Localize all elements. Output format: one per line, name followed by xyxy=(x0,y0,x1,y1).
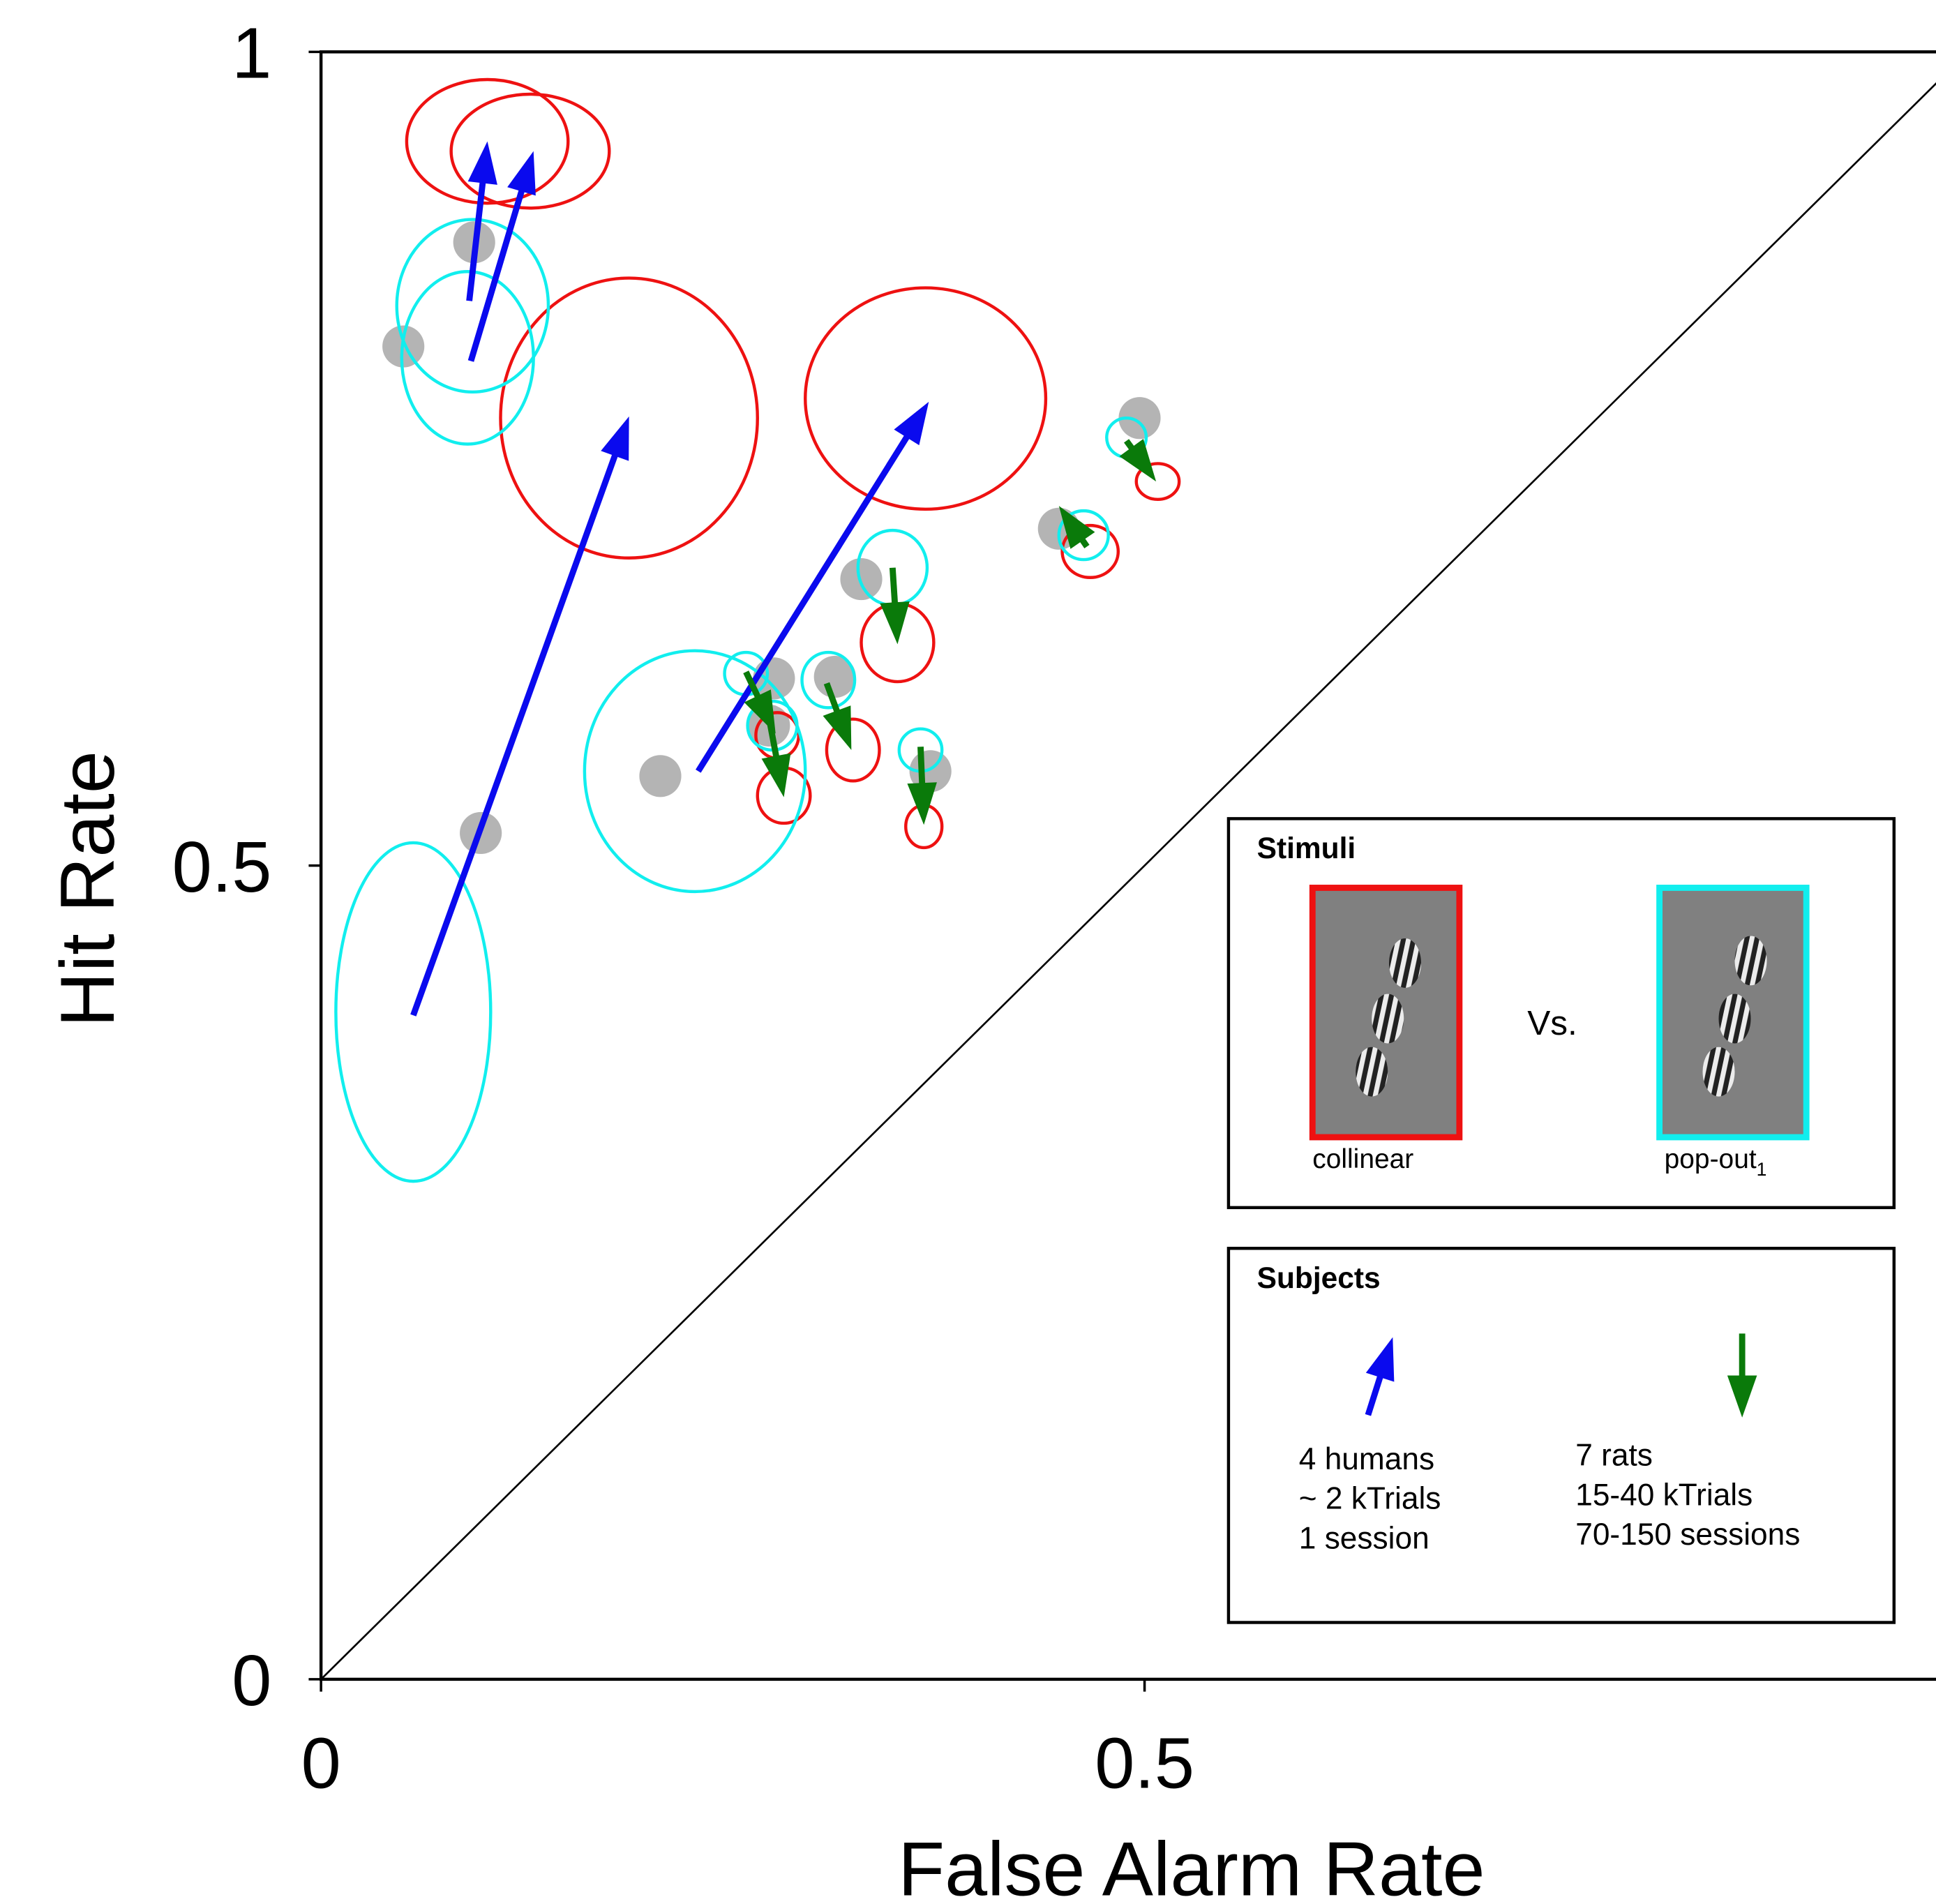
versus-label: Vs. xyxy=(1527,1003,1577,1042)
arrow-shaft xyxy=(743,670,763,702)
y-tick-label: 1 xyxy=(232,13,271,93)
condition-ellipse xyxy=(400,270,535,446)
condition-ellipse xyxy=(449,92,611,210)
arrow xyxy=(467,151,536,362)
x-tick-label: 0 xyxy=(301,1723,341,1804)
arrow-head xyxy=(601,416,629,461)
diagonal xyxy=(320,82,1936,1680)
arrow-head xyxy=(1727,1375,1757,1418)
arrow xyxy=(1727,1333,1757,1418)
arrow-shaft xyxy=(889,567,899,608)
arrow-shaft xyxy=(764,708,781,762)
condition-label: pop-out1 xyxy=(1665,1144,1767,1180)
arrow-head xyxy=(507,151,536,196)
arrow-shaft xyxy=(410,450,620,1017)
arrow-shaft xyxy=(696,431,912,773)
inset-box xyxy=(1226,1247,1896,1624)
arrow-head xyxy=(1365,1337,1395,1382)
arrow xyxy=(823,682,852,751)
arrow xyxy=(410,416,629,1017)
stimuli-inset: Stimuli Vs. collinear pop-out1 xyxy=(1226,817,1896,1210)
condition-ellipse xyxy=(804,286,1048,511)
subjects-inset: Subjects 4 humans ~ 2 kTrials 1 session 7 r… xyxy=(1226,1247,1896,1624)
condition-ellipse xyxy=(800,650,857,710)
x-axis-label: False Alarm Rate xyxy=(898,1827,1485,1904)
point xyxy=(840,557,883,601)
condition-label-text: pop-out xyxy=(1665,1144,1757,1174)
condition-subscript: 1 xyxy=(1757,1159,1767,1180)
condition-label: collinear xyxy=(1312,1144,1413,1174)
arrow xyxy=(1119,438,1157,482)
y-axis-label: Hit Rate xyxy=(45,751,130,1027)
subject-description: 15-40 kTrials xyxy=(1575,1478,1753,1512)
subject-description: 70-150 sessions xyxy=(1575,1517,1800,1552)
point xyxy=(813,655,856,698)
arrow xyxy=(696,401,929,773)
arrow-head xyxy=(907,782,937,825)
stimulus-image xyxy=(1309,885,1463,1141)
arrow-shaft xyxy=(1365,1371,1385,1416)
subject-description: 7 rats xyxy=(1575,1439,1653,1473)
arrow xyxy=(466,141,497,301)
arrow xyxy=(761,708,791,797)
arrow-head xyxy=(467,141,497,185)
y-tick-label: 0 xyxy=(232,1640,271,1721)
condition-ellipse xyxy=(1134,462,1181,502)
arrow-head xyxy=(823,705,852,751)
arrow xyxy=(907,747,937,825)
gabor xyxy=(1356,936,1767,1097)
arrow-head xyxy=(761,753,791,797)
point xyxy=(1118,397,1161,440)
inset-title: Stimuli xyxy=(1257,832,1356,864)
condition-ellipse xyxy=(334,841,493,1183)
arrow-head xyxy=(880,601,910,645)
subject-description: 1 session xyxy=(1299,1521,1430,1555)
condition-ellipse xyxy=(395,218,550,394)
subject-description: ~ 2 kTrials xyxy=(1299,1482,1441,1516)
arrow-head xyxy=(1119,438,1157,482)
x-tick-label: 0.5 xyxy=(1095,1723,1194,1804)
condition-ellipse xyxy=(825,717,881,783)
arrow-head xyxy=(1058,506,1095,549)
point xyxy=(639,755,682,797)
y-tick-label: 0.5 xyxy=(172,827,272,907)
arrow-shaft xyxy=(466,177,486,301)
condition-ellipse xyxy=(1057,509,1110,562)
arrow xyxy=(1365,1337,1395,1416)
arrow-shaft xyxy=(917,747,926,788)
arrow-head xyxy=(894,401,929,446)
condition-ellipse xyxy=(583,649,807,894)
subject-description: 4 humans xyxy=(1299,1442,1434,1476)
arrow-shaft xyxy=(823,682,842,717)
arrow xyxy=(1058,506,1095,549)
condition-ellipse xyxy=(1060,523,1120,579)
arrow xyxy=(880,567,910,645)
stimulus-image xyxy=(1656,885,1810,1141)
arrow-shaft xyxy=(467,186,526,362)
condition-ellipse xyxy=(405,77,570,205)
inset-title: Subjects xyxy=(1257,1261,1381,1294)
plot-area: 0 0.5 1 0 0.5 1 False Alarm Rate Hit Rate xyxy=(45,13,1936,1904)
condition-ellipse xyxy=(499,276,759,560)
